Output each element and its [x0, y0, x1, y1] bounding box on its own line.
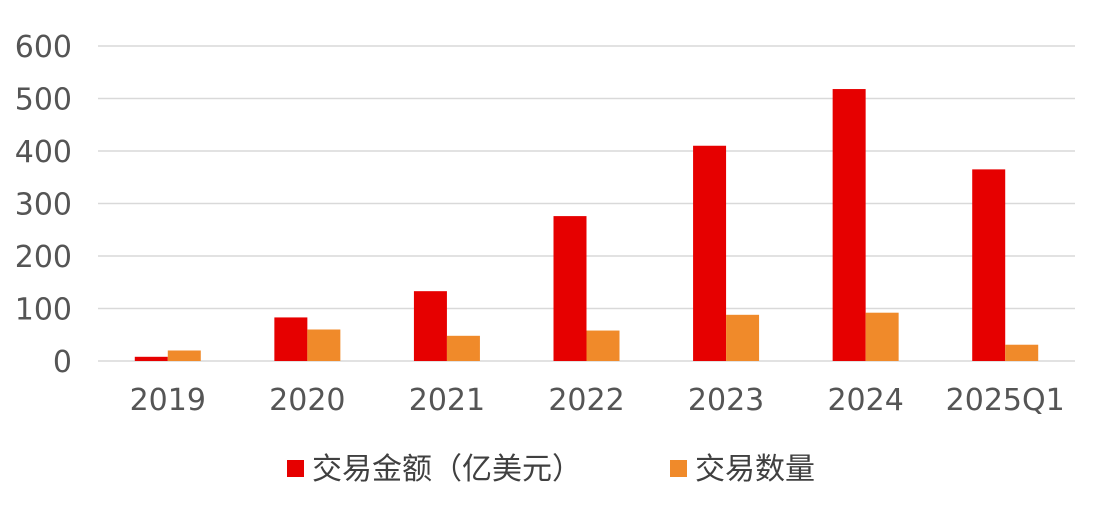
legend-label-series1: 交易金额（亿美元） — [312, 452, 582, 487]
bar-series1-2023 — [693, 145, 727, 361]
y-tick-label: 0 — [53, 345, 72, 380]
x-tick-label: 2024 — [827, 383, 903, 418]
bar-series2-2023 — [726, 314, 760, 361]
x-tick-label: 2020 — [269, 383, 345, 418]
y-tick-label: 300 — [15, 188, 72, 223]
bar-series2-2022 — [586, 330, 620, 361]
y-tick-label: 100 — [15, 293, 72, 328]
bar-series2-2021 — [446, 335, 480, 361]
legend-label-series2: 交易数量 — [695, 452, 815, 487]
bar-series1-2025Q1 — [972, 169, 1006, 361]
legend-swatch-series2 — [670, 460, 687, 477]
bars — [134, 89, 1039, 362]
x-tick-label: 2021 — [409, 383, 485, 418]
x-tick-label: 2025Q1 — [946, 383, 1065, 418]
x-tick-label: 2023 — [688, 383, 764, 418]
x-tick-label: 2019 — [130, 383, 206, 418]
y-tick-label: 600 — [15, 30, 72, 65]
bar-series1-2019 — [134, 356, 168, 361]
bar-series1-2022 — [553, 216, 587, 361]
legend: 交易金额（亿美元） 交易数量 — [287, 452, 815, 487]
legend-swatch-series1 — [287, 460, 304, 477]
x-tick-label: 2022 — [548, 383, 624, 418]
bar-series1-2021 — [413, 291, 447, 361]
y-tick-label: 500 — [15, 83, 72, 118]
y-tick-label: 200 — [15, 240, 72, 275]
bar-series1-2024 — [832, 89, 866, 362]
y-axis-ticks: 0 100 200 300 400 500 600 — [15, 30, 72, 380]
bar-series2-2025Q1 — [1005, 344, 1039, 361]
bar-series2-2020 — [307, 329, 341, 361]
x-axis-ticks: 2019 2020 2021 2022 2023 2024 2025Q1 — [130, 383, 1065, 418]
bar-series1-2020 — [274, 317, 308, 361]
bar-series2-2024 — [865, 312, 899, 361]
bar-series2-2019 — [167, 350, 201, 361]
y-tick-label: 400 — [15, 135, 72, 170]
